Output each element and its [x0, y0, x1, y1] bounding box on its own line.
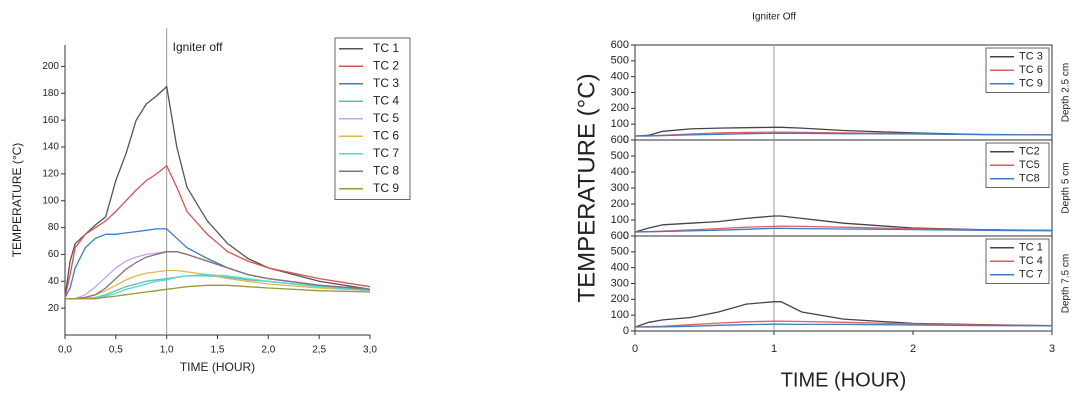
y-tick-label: 200	[611, 293, 629, 305]
y-tick-label: 180	[42, 88, 59, 99]
y-axis-label: TEMPERATURE (°C)	[10, 143, 24, 258]
y-tick-label: 120	[42, 168, 59, 179]
annotation: Igniter off	[173, 40, 223, 54]
y-tick-label: 20	[48, 303, 60, 314]
y-tick-label: 80	[48, 222, 60, 233]
y-tick-label: 200	[611, 102, 629, 114]
y-tick-label: 400	[611, 71, 629, 83]
y-tick-label: 100	[611, 214, 629, 226]
series-line	[65, 251, 371, 300]
legend-label: TC 5	[373, 111, 399, 125]
series-line	[64, 85, 371, 298]
legend-label: TC 4	[373, 93, 399, 107]
legend-label: TC 7	[373, 146, 399, 160]
y-tick-label: 400	[611, 166, 629, 178]
x-tick-label: 0,0	[58, 345, 72, 356]
series-line	[634, 126, 1053, 137]
legend-label: TC 4	[1019, 255, 1043, 267]
y-tick-label: 0	[623, 325, 629, 337]
x-axis-label: TIME (HOUR)	[180, 360, 255, 374]
y-tick-label: 160	[42, 115, 59, 126]
y-tick-label: 300	[611, 86, 629, 98]
y-tick-label: 300	[611, 277, 629, 289]
x-tick-label: 3,0	[363, 345, 377, 356]
panel-label: Depth 2.5 cm	[1061, 63, 1072, 122]
y-tick-label: 200	[42, 61, 59, 72]
y-tick-label: 40	[48, 276, 60, 287]
y-tick-label: 100	[611, 309, 629, 321]
y-tick-label: 100	[611, 118, 629, 130]
y-tick-label: 500	[611, 150, 629, 162]
series-line	[635, 132, 1053, 137]
legend-label: TC 6	[1019, 64, 1043, 76]
legend-label: TC 1	[373, 41, 399, 55]
legend-label: TC 7	[1019, 269, 1043, 281]
y-tick-label: 600	[611, 134, 629, 146]
panel-label: Depth 5 cm	[1061, 162, 1072, 213]
y-tick-label: 0	[623, 230, 629, 242]
series-line	[65, 273, 371, 300]
y-tick-label: 600	[611, 39, 629, 51]
annotation: Igniter Off	[752, 12, 796, 23]
y-tick-label: 200	[611, 198, 629, 210]
series-line	[65, 284, 371, 300]
y-tick-label: 500	[611, 246, 629, 258]
x-tick-label: 3	[1049, 343, 1055, 355]
legend-label: TC 3	[1019, 51, 1043, 63]
x-tick-label: 1,5	[211, 345, 225, 356]
legend-label: TC 9	[373, 181, 399, 195]
x-tick-label: 0	[632, 343, 638, 355]
y-tick-label: 500	[611, 55, 629, 67]
legend-label: TC2	[1019, 146, 1040, 158]
y-tick-label: 100	[42, 195, 59, 206]
legend-label: TC 2	[373, 58, 399, 72]
y-tick-label: 400	[611, 262, 629, 274]
y-tick-label: 300	[611, 182, 629, 194]
x-tick-label: 2,0	[261, 345, 275, 356]
panel-label: Depth 7.5 cm	[1061, 254, 1072, 313]
legend-label: TC 1	[1019, 242, 1043, 254]
series-line	[634, 227, 1053, 233]
y-tick-label: 600	[611, 230, 629, 242]
y-axis-label: TEMPERATURE (°C)	[573, 73, 600, 302]
x-tick-label: 2	[910, 343, 916, 355]
legend-label: TC 9	[1019, 78, 1043, 90]
y-tick-label: 140	[42, 142, 59, 153]
x-tick-label: 1,0	[160, 345, 174, 356]
legend-label: TC5	[1019, 159, 1040, 171]
legend-label: TC 3	[373, 76, 399, 90]
x-axis-label: TIME (HOUR)	[781, 369, 907, 391]
x-tick-label: 0,5	[109, 345, 123, 356]
legend-label: TC 6	[373, 128, 399, 142]
series-line	[634, 215, 1053, 233]
y-tick-label: 0	[623, 134, 629, 146]
x-tick-label: 2,5	[312, 345, 326, 356]
series-line	[635, 323, 1053, 328]
legend-label: TC8	[1019, 173, 1040, 185]
series-line	[64, 164, 371, 298]
y-tick-label: 60	[48, 249, 60, 260]
legend-label: TC 8	[373, 163, 399, 177]
x-tick-label: 1	[771, 343, 777, 355]
series-line	[634, 301, 1053, 328]
